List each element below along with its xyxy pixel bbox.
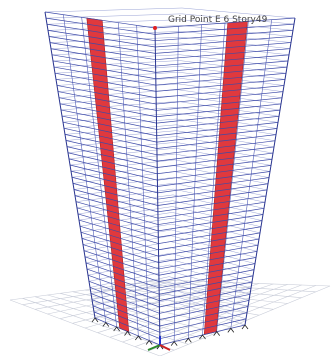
- floor: [70, 165, 270, 187]
- floor: [72, 177, 268, 199]
- back-floor: [72, 166, 268, 184]
- floor: [65, 134, 275, 154]
- grid-point-label: Grid Point E 6 Story49: [168, 15, 268, 25]
- floor: [74, 189, 266, 211]
- back-floor: [73, 172, 267, 190]
- tower-model: [45, 8, 295, 349]
- model-view: Grid Point E 6 Story49: [0, 0, 336, 356]
- selected-point: [153, 26, 157, 30]
- back-floor: [74, 177, 266, 196]
- ground-line: [160, 286, 330, 356]
- floor: [73, 183, 267, 205]
- back-floor: [70, 154, 270, 172]
- ground-grid: [10, 280, 330, 356]
- back-floor: [71, 160, 269, 178]
